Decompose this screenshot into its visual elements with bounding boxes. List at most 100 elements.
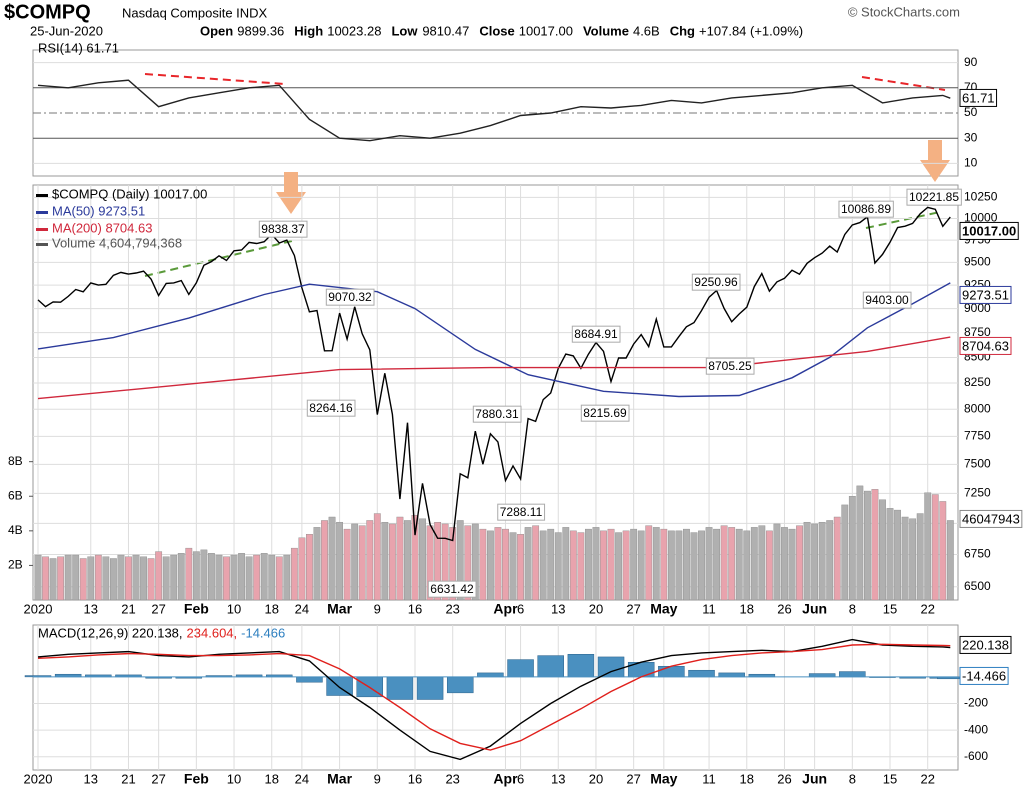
volume-bar <box>886 508 894 601</box>
x-tick-label: 20 <box>589 601 603 616</box>
value-tag: 9273.51 <box>962 287 1009 302</box>
volume-bar <box>585 528 592 601</box>
x-tick-label: 10 <box>227 601 241 616</box>
histogram-bar <box>839 671 866 678</box>
volume-bar <box>532 525 540 601</box>
y-tick-label: -200 <box>964 696 988 710</box>
volume-bar <box>358 525 366 601</box>
volume-bar <box>230 554 238 601</box>
y-tick-label: 8000 <box>964 401 991 415</box>
volume-bar <box>434 521 442 601</box>
x-tick-label: 26 <box>777 771 791 786</box>
x-tick-label: 13 <box>84 771 98 786</box>
label-box <box>497 503 546 521</box>
volume-bar <box>818 521 826 601</box>
volume-bar <box>539 530 547 601</box>
volume-bar <box>275 556 283 601</box>
annotation: 8215.69 <box>583 406 627 420</box>
volume-bar <box>848 496 856 601</box>
label-box <box>691 273 741 291</box>
volume-bar <box>109 558 117 601</box>
symbol: $COMPQ <box>4 1 91 23</box>
x-tick-label: Jun <box>802 601 827 617</box>
label-box <box>959 221 1019 240</box>
stat-label: Chg <box>670 23 695 38</box>
volume-bar <box>366 520 374 601</box>
annotation: 9250.96 <box>694 275 738 289</box>
volume-bar <box>720 525 728 601</box>
volume-bar <box>894 509 901 601</box>
x-tick-label: Apr <box>493 601 518 617</box>
x-tick-label: 6 <box>517 601 524 616</box>
y2-tick-label: 6B <box>8 488 23 502</box>
volume-bar <box>200 549 208 601</box>
volume-bar <box>381 521 389 601</box>
macd-panel <box>32 624 959 771</box>
volume-bar <box>547 528 555 601</box>
volume-bar <box>253 554 261 601</box>
x-tick-label: May <box>650 771 677 787</box>
annotation: 9403.00 <box>865 293 909 307</box>
stat-value: 9810.47 <box>422 23 469 38</box>
histogram-bar <box>537 655 564 678</box>
annotation: 8705.25 <box>708 359 752 373</box>
volume-bar <box>140 556 147 601</box>
volume-bar <box>569 530 577 601</box>
x-tick-label: 9 <box>374 601 381 616</box>
x-tick-label: 9 <box>374 771 381 786</box>
volume-bar <box>238 553 245 601</box>
volume-bar <box>735 528 743 601</box>
date: 25-Jun-2020 <box>30 23 103 38</box>
volume-bar <box>328 516 336 601</box>
line <box>37 336 951 400</box>
volume-bar <box>298 537 306 601</box>
x-tick-label: 16 <box>408 771 422 786</box>
volume-bar <box>494 527 502 601</box>
volume-bar <box>411 515 419 601</box>
x-tick-label: 18 <box>740 771 754 786</box>
x-tick-label: Mar <box>327 771 352 787</box>
value-tag: 220.138 <box>962 637 1009 652</box>
volume-bar <box>517 534 524 601</box>
volume-bar <box>192 551 200 601</box>
x-tick-label: 24 <box>295 601 309 616</box>
volume-bar <box>268 554 276 601</box>
x-tick-label: 23 <box>445 601 459 616</box>
x-tick-label: May <box>650 601 677 617</box>
label-box <box>705 357 755 375</box>
volume-bar <box>615 532 622 601</box>
stat-value: 9899.36 <box>237 23 284 38</box>
volume-bar <box>833 516 841 601</box>
x-tick-label: 11 <box>702 771 716 786</box>
volume-bar <box>916 513 924 601</box>
legend-swatch <box>36 228 48 231</box>
label-box <box>959 88 998 107</box>
volume-bar <box>758 525 766 601</box>
y-tick-label: -600 <box>964 749 988 763</box>
x-tick-label: 2020 <box>24 771 53 786</box>
y-tick-label: 30 <box>964 130 978 144</box>
volume-bar <box>705 527 713 601</box>
line <box>37 282 951 398</box>
volume-bar <box>683 528 690 601</box>
annotation: 7288.11 <box>500 505 543 519</box>
label-box <box>580 404 630 422</box>
annotation: 9838.37 <box>261 222 305 236</box>
volume-bar <box>351 523 359 601</box>
histogram-bar <box>477 672 504 678</box>
legend-swatch <box>36 211 48 214</box>
volume-bar <box>841 504 849 601</box>
label-box <box>258 220 308 238</box>
line <box>37 206 951 542</box>
label-box <box>325 288 375 306</box>
volume-bar <box>170 554 178 601</box>
volume-bar <box>155 551 163 601</box>
volume-bar <box>336 521 343 601</box>
label-box <box>959 336 1012 355</box>
volume-bar <box>502 528 509 601</box>
volume-bar <box>72 554 80 601</box>
stat-value: 10023.28 <box>327 23 381 38</box>
label-box <box>906 188 962 206</box>
volume-bar <box>765 530 773 601</box>
volume-bar <box>125 556 132 601</box>
